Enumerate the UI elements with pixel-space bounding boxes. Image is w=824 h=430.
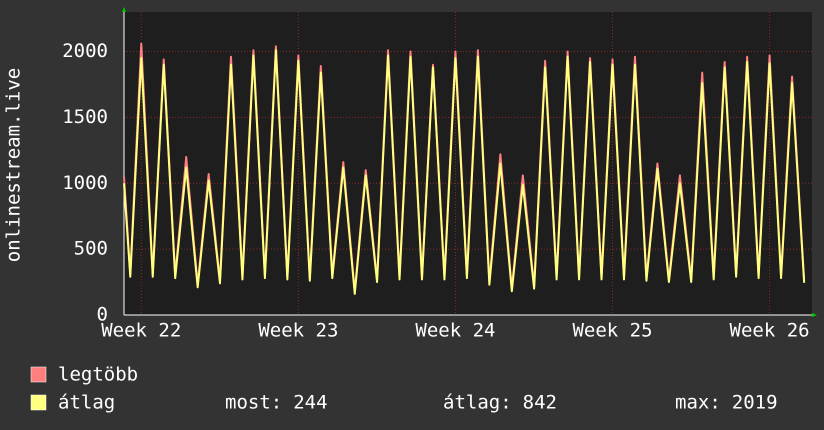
y-tick-label: 1000 (62, 172, 108, 194)
y-tick-label: 0 (97, 304, 108, 326)
axis-arrow (812, 313, 817, 317)
y-axis-label: onlinestream.live (3, 68, 25, 262)
line-series (123, 49, 806, 295)
y-tick-label: 500 (74, 238, 108, 260)
legend-swatch (30, 366, 47, 383)
stat-value: 842 (523, 392, 557, 414)
x-tick-label: Week 22 (101, 320, 181, 342)
x-tick-label: Week 26 (730, 320, 810, 342)
stat-value: 2019 (732, 392, 778, 414)
stat-value: 244 (293, 392, 327, 414)
legend-swatch (30, 394, 47, 411)
axis-arrow (122, 7, 126, 12)
y-tick-label: 2000 (62, 40, 108, 62)
x-tick-label: Week 25 (572, 320, 652, 342)
stat-label: max: (675, 392, 721, 414)
stat-label: átlag: (443, 392, 512, 414)
legend-label: legtöbb (58, 364, 138, 386)
y-tick-label: 1500 (62, 106, 108, 128)
x-tick-label: Week 24 (415, 320, 495, 342)
legend-label: átlag (58, 392, 115, 414)
x-tick-label: Week 23 (258, 320, 338, 342)
stat-label: most: (225, 392, 282, 414)
